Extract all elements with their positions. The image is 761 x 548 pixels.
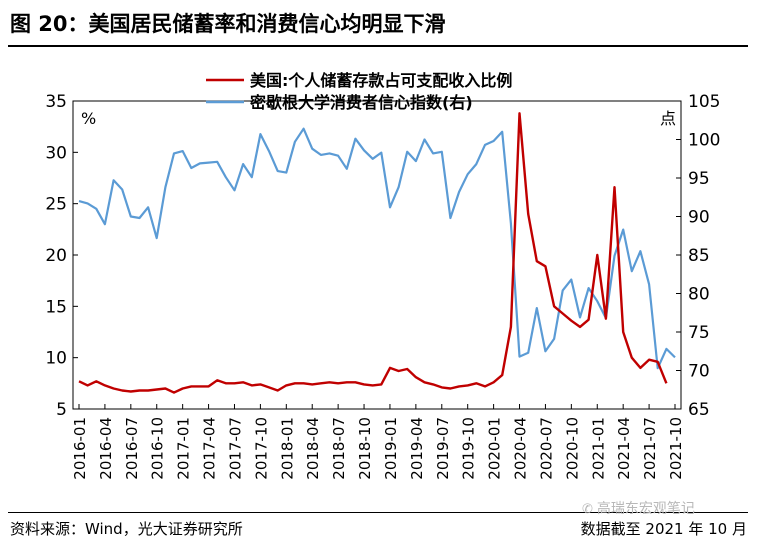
left-tick-label: 5 bbox=[56, 400, 67, 420]
x-axis: 2016-01 2016-04 2016-07 2016-10 2017-01 2017-… bbox=[71, 404, 685, 480]
left-tick-label: 20 bbox=[45, 246, 67, 266]
right-tick-label: 85 bbox=[688, 246, 710, 266]
right-tick-label: 80 bbox=[688, 285, 710, 305]
x-tick-label: 2016-04 bbox=[97, 417, 115, 480]
x-tick-label: 2019-01 bbox=[382, 417, 400, 480]
x-tick-label: 2020-04 bbox=[512, 417, 530, 480]
left-tick-label: 10 bbox=[45, 349, 67, 369]
x-tick-label: 2019-07 bbox=[434, 417, 452, 480]
x-tick-label: 2017-01 bbox=[175, 417, 193, 480]
right-tick-label: 65 bbox=[688, 400, 710, 420]
series-line-0 bbox=[78, 112, 668, 394]
left-axis: 5 10 15 20 25 30 35 bbox=[45, 92, 78, 420]
watermark-text: 高瑞东宏观笔记 bbox=[596, 501, 695, 517]
wechat-icon: ✆ bbox=[582, 502, 593, 517]
left-tick-label: 35 bbox=[45, 92, 67, 112]
right-axis-unit: 点 bbox=[660, 109, 676, 128]
series-layer bbox=[78, 112, 676, 394]
x-tick-label: 2016-01 bbox=[71, 417, 89, 480]
legend-label-0: 美国:个人储蓄存款占可支配收入比例 bbox=[250, 71, 512, 90]
x-tick-label: 2020-10 bbox=[563, 417, 581, 480]
plot-frame bbox=[72, 100, 682, 410]
x-tick-label: 2016-10 bbox=[149, 417, 167, 480]
right-tick-label: 90 bbox=[688, 208, 710, 228]
title-divider bbox=[8, 45, 748, 47]
left-tick-label: 15 bbox=[45, 297, 67, 317]
left-tick-label: 25 bbox=[45, 195, 67, 215]
x-tick-label: 2021-01 bbox=[589, 417, 607, 480]
x-tick-label: 2019-10 bbox=[460, 417, 478, 480]
x-tick-label: 2021-07 bbox=[641, 417, 659, 480]
right-tick-label: 105 bbox=[688, 92, 720, 112]
source-note: 资料来源：Wind，光大证券研究所 bbox=[10, 520, 243, 538]
x-tick-label: 2021-10 bbox=[667, 417, 685, 480]
x-tick-label: 2017-07 bbox=[226, 417, 244, 480]
legend-label-1: 密歇根大学消费者信心指数(右) bbox=[249, 93, 473, 112]
x-tick-label: 2018-04 bbox=[304, 417, 322, 480]
date-note: 数据截至 2021 年 10 月 bbox=[580, 520, 747, 538]
x-tick-label: 2018-01 bbox=[278, 417, 296, 480]
x-tick-label: 2017-04 bbox=[201, 417, 219, 480]
right-axis: 65 70 75 80 85 90 95 100 105 bbox=[676, 92, 720, 420]
right-tick-label: 70 bbox=[688, 362, 710, 382]
watermark: ✆ 高瑞东宏观笔记 bbox=[582, 498, 695, 518]
x-tick-label: 2020-07 bbox=[537, 417, 555, 480]
right-tick-label: 100 bbox=[688, 131, 720, 151]
right-tick-label: 95 bbox=[688, 169, 710, 189]
x-tick-label: 2021-04 bbox=[615, 417, 633, 480]
footer-divider bbox=[8, 512, 748, 513]
left-axis-unit: % bbox=[81, 109, 96, 128]
x-tick-label: 2018-10 bbox=[356, 417, 374, 480]
x-tick-label: 2020-01 bbox=[486, 417, 504, 480]
page-title: 图 20：美国居民储蓄率和消费信心均明显下滑 bbox=[10, 12, 446, 36]
x-tick-label: 2019-04 bbox=[408, 417, 426, 480]
x-tick-label: 2016-07 bbox=[123, 417, 141, 480]
x-tick-label: 2017-10 bbox=[252, 417, 270, 480]
x-tick-label: 2018-07 bbox=[330, 417, 348, 480]
left-tick-label: 30 bbox=[45, 143, 67, 163]
right-tick-label: 75 bbox=[688, 323, 710, 343]
series-line-1 bbox=[78, 127, 676, 370]
